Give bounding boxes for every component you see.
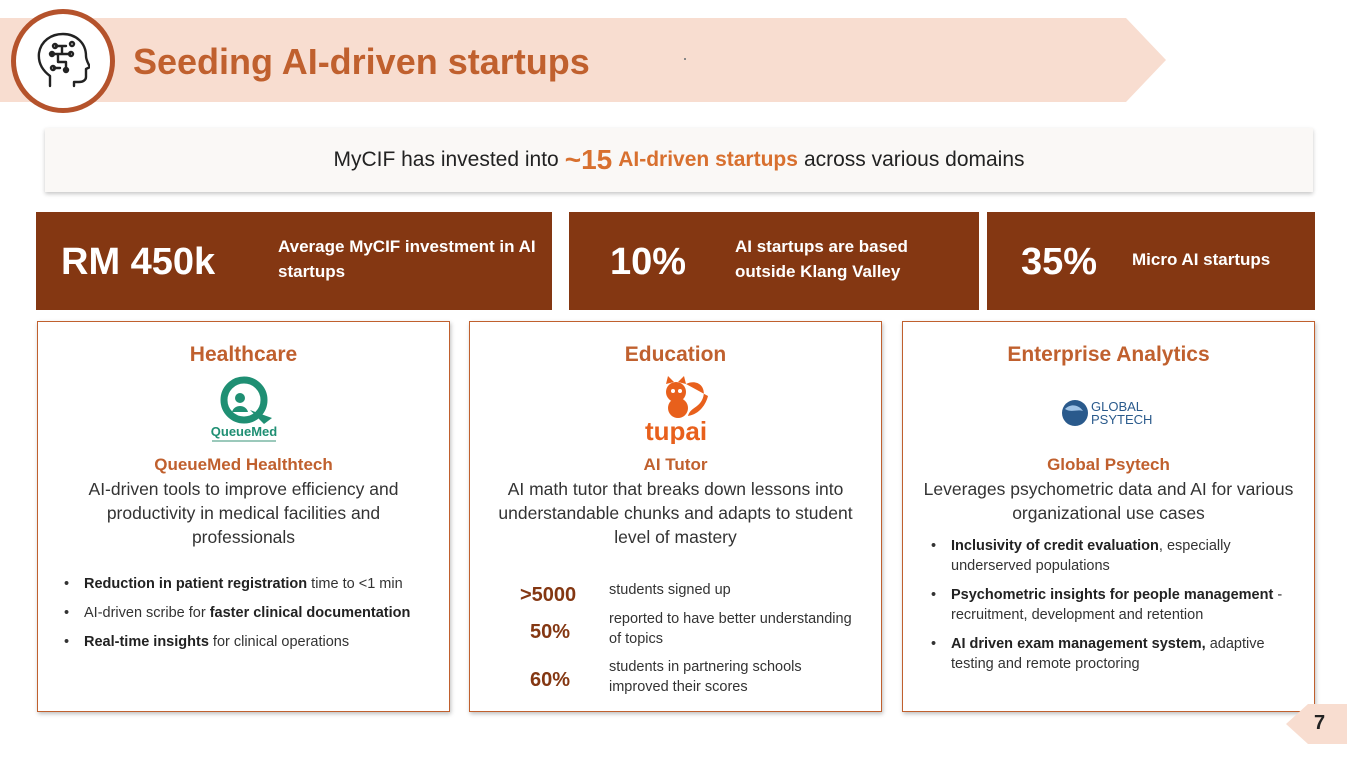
list-item: Inclusivity of credit evaluation, especi… [931, 536, 1284, 576]
education-stat: 50% reported to have better understandin… [500, 609, 870, 649]
company-description: AI math tutor that breaks down lessons i… [498, 479, 853, 547]
stat-label: students signed up [609, 582, 731, 598]
company-description: Leverages psychometric data and AI for v… [923, 479, 1294, 523]
education-stat: >5000 students signed up [500, 580, 870, 620]
company-name: Global Psytech [1047, 455, 1170, 474]
company-name: QueueMed Healthtech [154, 455, 333, 474]
stat-value: RM 450k [61, 241, 216, 283]
card-education: Education tupai AI Tutor AI math tutor t… [469, 321, 882, 712]
card-enterprise-analytics: Enterprise Analytics GLOBAL PSYTECH Glob… [902, 321, 1315, 712]
logo-text-2: PSYTECH [1091, 412, 1152, 427]
list-item: AI-driven scribe for faster clinical doc… [64, 603, 419, 623]
list-item: Reduction in patient registration time t… [64, 574, 419, 594]
tupai-logo: tupai [645, 376, 708, 444]
stat-label: students in partnering schools improved … [609, 659, 802, 695]
list-item: Psychometric insights for people managem… [931, 585, 1284, 625]
stat-micro-startups: 35% Micro AI startups [987, 212, 1315, 310]
card-domain-title: Enterprise Analytics [1007, 343, 1210, 366]
list-item: Real-time insights for clinical operatio… [64, 632, 419, 652]
stat-value: 50% [530, 621, 571, 643]
card-domain-title: Healthcare [189, 343, 298, 366]
tagline-pre: MyCIF has invested into [333, 148, 559, 171]
ai-head-icon [11, 9, 115, 113]
global-psytech-logo: GLOBAL PSYTECH [1062, 399, 1152, 427]
tagline-count: ~15 [564, 144, 613, 175]
company-name: AI Tutor [643, 455, 708, 474]
queuemed-logo-text: QueueMed [211, 424, 278, 439]
stat-value: 10% [610, 241, 687, 283]
tagline-post: across various domains [803, 148, 1025, 171]
stat-value: 35% [1021, 241, 1098, 283]
decorative-dot [684, 58, 686, 60]
tagline-accent: AI-driven startups [618, 148, 798, 171]
stat-value: 60% [530, 669, 571, 691]
stat-outside-klang-valley: 10% AI startups are based outside Klang … [569, 212, 979, 310]
page-title: Seeding AI-driven startups [133, 41, 590, 82]
tagline-box: MyCIF has invested into ~15 AI-driven st… [45, 128, 1313, 192]
company-description: AI-driven tools to improve efficiency an… [88, 479, 399, 547]
education-stat: 60% students in partnering schools impro… [500, 657, 870, 697]
queuemed-logo: QueueMed [211, 376, 278, 442]
benefit-list: Reduction in patient registration time t… [64, 574, 419, 661]
title-banner [0, 18, 1166, 102]
use-case-list: Inclusivity of credit evaluation, especi… [931, 536, 1284, 683]
stat-value: >5000 [520, 584, 577, 606]
stat-label: Micro AI startups [1132, 250, 1271, 269]
stat-label: AI startups are based outside Klang Vall… [735, 237, 908, 281]
logo-text-1: GLOBAL [1091, 399, 1143, 414]
list-item: AI driven exam management system, adapti… [931, 634, 1284, 674]
stat-label: reported to have better understanding of… [609, 611, 852, 647]
stat-average-investment: RM 450k Average MyCIF investment in AI s… [36, 212, 552, 310]
card-domain-title: Education [624, 343, 727, 366]
tupai-logo-text: tupai [645, 416, 707, 444]
stat-label: Average MyCIF investment in AI startups [278, 237, 536, 281]
card-healthcare: Healthcare QueueMed QueueMed Healthtech … [37, 321, 450, 712]
page-number: 7 [1314, 712, 1326, 734]
